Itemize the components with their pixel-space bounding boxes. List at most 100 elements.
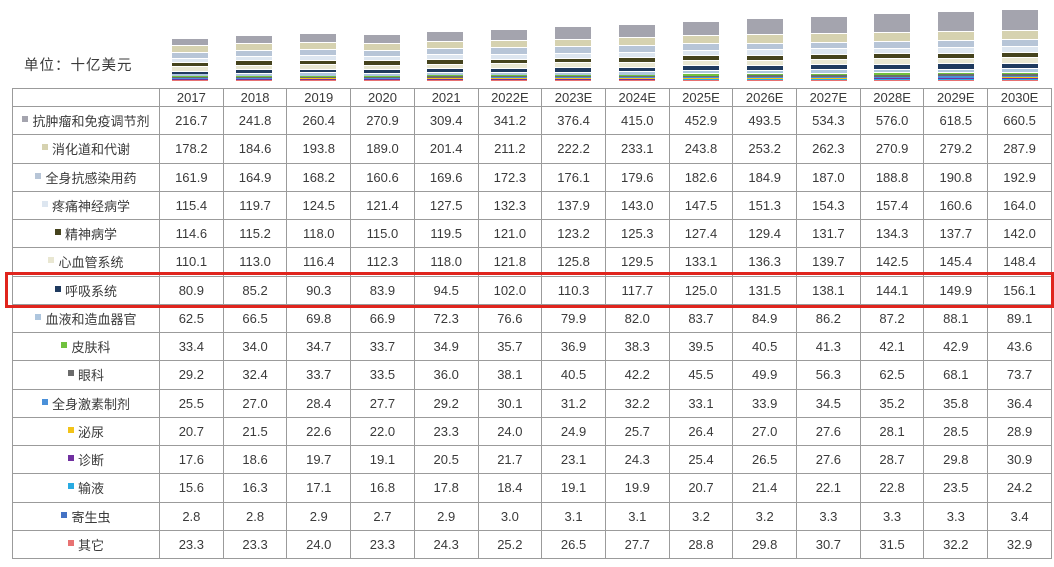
value-cell: 270.9 xyxy=(859,134,925,164)
value-cell: 88.1 xyxy=(923,303,989,334)
table-row: 寄生虫 2.8 2.8 2.9 2.7 2.9 3.0 3.1 3.1 3.2 3.2 3.3 3.3 3… xyxy=(12,501,1052,531)
bar-segment xyxy=(682,79,719,81)
bar-cell xyxy=(924,0,988,81)
value-cell: 187.0 xyxy=(796,162,861,192)
value-cell: 34.7 xyxy=(286,331,352,362)
bar-segment xyxy=(363,65,400,71)
value-cell: 193.8 xyxy=(286,134,352,164)
bar-segment xyxy=(555,76,592,78)
bar-segment xyxy=(427,69,464,74)
bar-segment xyxy=(682,56,719,62)
bar-segment xyxy=(427,49,464,56)
table-row: 诊断 17.6 18.6 19.7 19.1 20.5 21.7 23.1 24.3 25.4 26… xyxy=(12,444,1052,475)
bar-segment xyxy=(1002,52,1039,59)
bar-segment xyxy=(491,75,528,77)
stacked-bar-2021 xyxy=(427,32,464,81)
row-label: 精神病学 xyxy=(12,218,160,249)
bar-segment xyxy=(810,42,847,50)
value-cell: 142.0 xyxy=(987,218,1052,249)
value-cell: 172.3 xyxy=(477,162,543,192)
value-cell: 35.7 xyxy=(477,331,543,362)
bar-segment xyxy=(810,49,847,55)
bar-segment xyxy=(427,79,464,81)
value-cell: 2.8 xyxy=(222,501,288,531)
stacked-bar-2022E xyxy=(491,29,528,81)
bar-segment xyxy=(618,75,655,78)
bar-segment xyxy=(874,76,911,78)
bar-segment xyxy=(682,50,719,57)
value-cell: 24.0 xyxy=(477,416,543,447)
value-cell: 17.1 xyxy=(286,473,352,503)
row-label: 全身抗感染用药 xyxy=(12,162,160,192)
bar-segment xyxy=(938,53,975,59)
value-cell: 144.1 xyxy=(859,275,925,305)
bar-segment xyxy=(299,65,336,70)
bar-cell xyxy=(286,0,350,81)
value-cell: 28.8 xyxy=(668,529,734,560)
bar-segment xyxy=(938,79,975,80)
value-cell: 116.4 xyxy=(286,247,352,277)
value-cell: 66.5 xyxy=(222,303,288,334)
bar-segment xyxy=(1002,78,1039,80)
value-cell: 30.1 xyxy=(477,388,543,418)
bar-segment xyxy=(171,79,208,80)
year-header: 2023E xyxy=(541,88,606,107)
bar-segment xyxy=(810,54,847,60)
bar-segment xyxy=(235,50,272,57)
value-cell: 29.2 xyxy=(159,360,224,390)
bar-segment xyxy=(363,35,400,45)
bar-segment xyxy=(555,77,592,79)
value-cell: 129.4 xyxy=(732,218,798,249)
bar-cell xyxy=(413,0,477,81)
bar-segment xyxy=(1002,40,1039,47)
value-cell: 22.6 xyxy=(286,416,352,447)
value-cell: 30.9 xyxy=(987,444,1052,475)
row-label: 诊断 xyxy=(12,444,160,475)
bar-cell xyxy=(477,0,541,81)
value-cell: 34.5 xyxy=(796,388,861,418)
value-cell: 3.2 xyxy=(732,501,798,531)
bar-segment xyxy=(299,43,336,50)
value-cell: 534.3 xyxy=(796,105,861,136)
bar-segment xyxy=(171,80,208,81)
value-cell: 22.0 xyxy=(350,416,415,447)
bar-segment xyxy=(363,73,400,76)
bar-segment xyxy=(555,47,592,54)
bar-segment xyxy=(938,31,975,41)
value-cell: 184.6 xyxy=(222,134,288,164)
bar-cell xyxy=(988,0,1052,81)
bar-segment xyxy=(746,60,783,66)
row-label-text: 呼吸系统 xyxy=(64,283,117,299)
bar-segment xyxy=(235,65,272,71)
bar-segment xyxy=(427,78,464,80)
value-cell: 142.5 xyxy=(859,247,925,277)
bar-segment xyxy=(618,77,655,79)
value-cell: 132.3 xyxy=(477,190,543,221)
bar-segment xyxy=(171,71,208,75)
value-cell: 182.6 xyxy=(668,162,734,192)
bar-segment xyxy=(810,73,847,75)
value-cell: 16.3 xyxy=(222,473,288,503)
value-cell: 17.6 xyxy=(159,444,224,475)
bar-segment xyxy=(1002,72,1039,75)
value-cell: 56.3 xyxy=(796,360,861,390)
bar-segment xyxy=(235,44,272,51)
bar-cell xyxy=(605,0,669,81)
year-header: 2024E xyxy=(604,88,670,107)
value-cell: 85.2 xyxy=(222,275,288,305)
value-cell: 127.4 xyxy=(668,218,734,249)
bar-segment xyxy=(746,80,783,81)
value-cell: 23.1 xyxy=(541,444,606,475)
stacked-bar-2024E xyxy=(618,24,655,81)
value-cell: 23.3 xyxy=(222,529,288,560)
value-cell: 20.7 xyxy=(159,416,224,447)
value-cell: 119.5 xyxy=(413,218,479,249)
value-cell: 154.3 xyxy=(796,190,861,221)
value-cell: 3.1 xyxy=(604,501,670,531)
bar-segment xyxy=(618,72,655,75)
bar-segment xyxy=(363,77,400,79)
value-cell: 42.9 xyxy=(923,331,989,362)
bar-segment xyxy=(682,70,719,75)
bar-segment xyxy=(1002,77,1039,79)
